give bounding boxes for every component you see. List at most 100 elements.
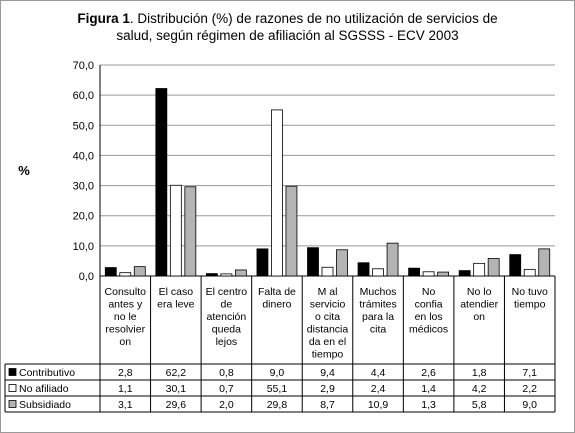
data-label: 4,4 bbox=[371, 367, 386, 379]
data-label: 9,0 bbox=[270, 367, 285, 379]
x-tick-label: tiempo bbox=[312, 349, 344, 361]
bar bbox=[104, 267, 117, 277]
data-label: 0,7 bbox=[219, 383, 234, 395]
bar bbox=[336, 249, 348, 277]
bar bbox=[285, 185, 298, 277]
data-label: 1,4 bbox=[421, 383, 436, 395]
y-axis-label: % bbox=[18, 163, 30, 178]
x-tick-label: El caso bbox=[159, 286, 194, 298]
bar bbox=[357, 262, 370, 277]
y-tick-label: 60,0 bbox=[73, 90, 94, 102]
bar bbox=[523, 268, 536, 277]
data-label: 5,8 bbox=[472, 399, 487, 411]
bar bbox=[473, 262, 486, 277]
data-label: 1,3 bbox=[421, 399, 436, 411]
x-tick-label: para la bbox=[362, 311, 394, 323]
x-tick-label: confia bbox=[415, 299, 443, 311]
y-tick-label: 40,0 bbox=[73, 150, 94, 162]
x-tick-label: El centro bbox=[206, 286, 248, 298]
bar bbox=[155, 88, 168, 277]
data-label: 29,6 bbox=[166, 399, 187, 411]
data-label: 4,2 bbox=[472, 383, 487, 395]
y-tick-label: 20,0 bbox=[73, 211, 94, 223]
x-tick-label: médicos bbox=[409, 324, 448, 336]
bar bbox=[509, 254, 522, 277]
y-tick-label: 70,0 bbox=[73, 60, 94, 72]
data-label: 2,9 bbox=[320, 383, 335, 395]
legend-swatch bbox=[8, 384, 17, 392]
x-tick-label: Falta de bbox=[258, 286, 296, 298]
bar bbox=[408, 267, 421, 277]
bar bbox=[271, 109, 283, 277]
bar bbox=[169, 184, 182, 277]
bar bbox=[386, 242, 399, 277]
x-tick-label: cita bbox=[370, 324, 387, 336]
x-tick-label: de bbox=[221, 299, 233, 311]
data-label: 2,4 bbox=[371, 383, 386, 395]
bar bbox=[321, 266, 334, 277]
bar bbox=[119, 272, 132, 277]
legend-label: Contributivo bbox=[19, 367, 75, 379]
bar bbox=[184, 186, 197, 277]
x-tick-label: No tuvo bbox=[512, 286, 548, 298]
bar bbox=[234, 269, 247, 277]
y-tick-label: 0,0 bbox=[79, 271, 94, 283]
bar bbox=[307, 247, 319, 277]
bar bbox=[220, 273, 233, 277]
x-tick-label: da en el bbox=[309, 336, 346, 348]
x-tick-label: no le bbox=[114, 311, 137, 323]
x-tick-label: era leve bbox=[157, 299, 195, 311]
chart-title: Figura 1. Distribución (%) de razones de… bbox=[0, 10, 575, 44]
x-tick-label: Consulto bbox=[105, 286, 147, 298]
data-label: 30,1 bbox=[166, 383, 187, 395]
x-tick-label: No bbox=[422, 286, 436, 298]
bar bbox=[372, 268, 384, 277]
data-label: 8,7 bbox=[320, 399, 335, 411]
bar bbox=[458, 270, 471, 277]
y-tick-label: 30,0 bbox=[73, 181, 94, 193]
bar bbox=[422, 271, 435, 277]
x-tick-label: resolvier bbox=[105, 324, 145, 336]
x-tick-label: dinero bbox=[262, 299, 291, 311]
bar bbox=[205, 273, 218, 277]
x-tick-label: M al bbox=[318, 286, 338, 298]
x-tick-label: servicio bbox=[310, 299, 346, 311]
data-label: 2,2 bbox=[522, 383, 537, 395]
chart-title-line-1: . Distribución (%) de razones de no util… bbox=[129, 11, 498, 26]
chart-title-line-2: salud, según régimen de afiliación al SG… bbox=[116, 28, 459, 43]
x-tick-label: on bbox=[119, 336, 131, 348]
x-tick-label: o cita bbox=[315, 311, 340, 323]
x-tick-label: queda bbox=[212, 324, 241, 336]
data-label: 2,0 bbox=[219, 399, 234, 411]
x-tick-label: atendier bbox=[460, 299, 498, 311]
data-label: 2,6 bbox=[421, 367, 436, 379]
data-label: 0,8 bbox=[219, 367, 234, 379]
data-label: 2,8 bbox=[118, 367, 133, 379]
legend-swatch bbox=[8, 368, 17, 376]
legend-label: Subsidiado bbox=[19, 399, 71, 411]
data-label: 9,4 bbox=[320, 367, 335, 379]
data-label: 3,1 bbox=[118, 399, 133, 411]
bar bbox=[437, 271, 450, 277]
data-label: 9,0 bbox=[522, 399, 537, 411]
x-tick-label: No lo bbox=[467, 286, 492, 298]
legend-swatch bbox=[8, 400, 17, 408]
x-tick-label: en los bbox=[415, 311, 443, 323]
x-tick-label: atención bbox=[207, 311, 247, 323]
data-label: 1,1 bbox=[118, 383, 133, 395]
x-tick-label: antes y bbox=[108, 299, 143, 311]
x-tick-label: distancia bbox=[307, 324, 349, 336]
data-label: 7,1 bbox=[522, 367, 537, 379]
chart-title-lead: Figura 1 bbox=[77, 11, 130, 26]
y-tick-label: 50,0 bbox=[73, 120, 94, 132]
x-tick-label: trámites bbox=[359, 299, 396, 311]
bar bbox=[487, 258, 500, 277]
x-tick-label: tiempo bbox=[514, 299, 546, 311]
bar bbox=[133, 266, 146, 277]
y-tick-label: 10,0 bbox=[73, 241, 94, 253]
data-label: 55,1 bbox=[267, 383, 288, 395]
data-label: 1,8 bbox=[472, 367, 487, 379]
data-label: 10,9 bbox=[368, 399, 389, 411]
bar bbox=[256, 248, 269, 277]
